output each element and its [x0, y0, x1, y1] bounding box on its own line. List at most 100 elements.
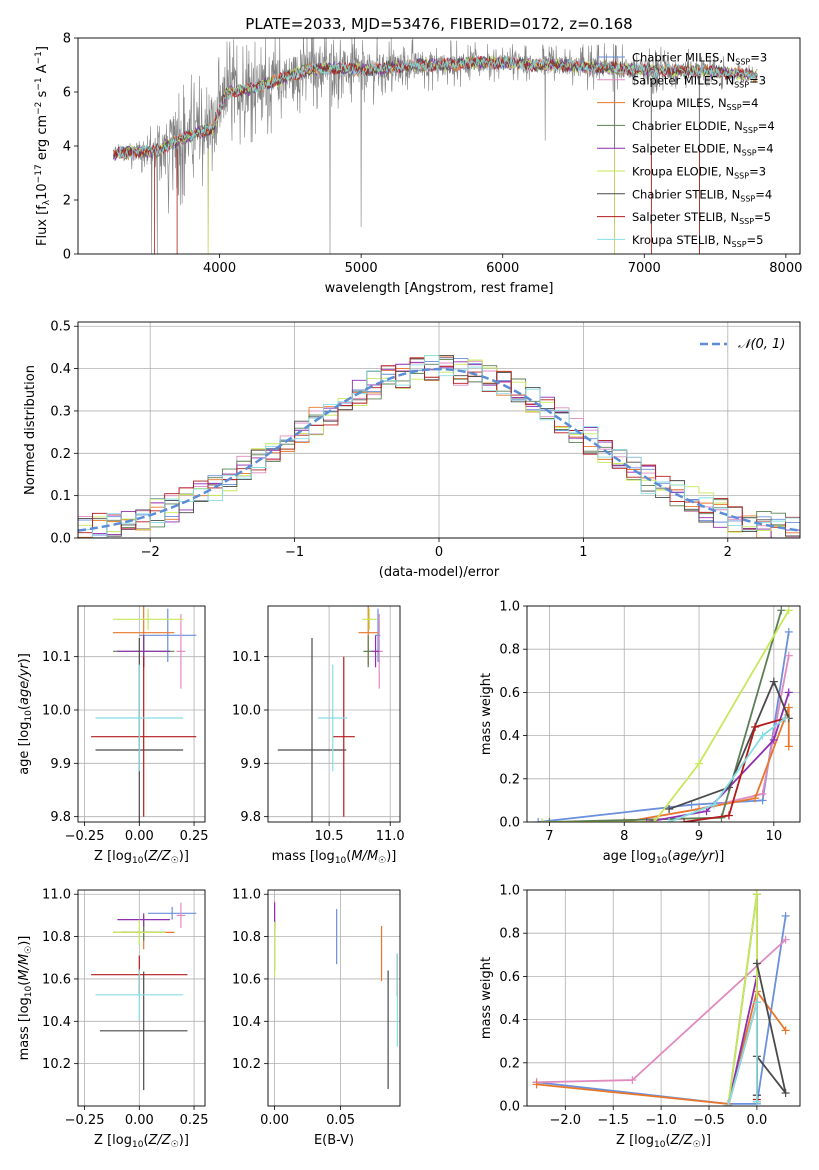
series-marker	[781, 714, 790, 723]
legend-entry: Chabrier MILES, NSSP=3	[632, 51, 767, 67]
series-marker	[777, 606, 786, 615]
error-bar-kroupa-elodie	[113, 919, 166, 946]
axes-frame	[77, 321, 801, 539]
y-tick-label: 10.0	[232, 704, 261, 719]
x-axis-label: Z [log10(Z/Z☉)]	[94, 1133, 189, 1150]
series-marker	[680, 818, 689, 822]
y-axis-label: mass weight	[479, 957, 494, 1039]
x-tick-label: 5000	[345, 261, 378, 276]
legend: Chabrier MILES, NSSP=3 Salpeter MILES, NS…	[597, 51, 775, 249]
y-tick-label: 10.2	[232, 1057, 261, 1072]
legend-entry: Kroupa MILES, NSSP=4	[632, 96, 758, 112]
panel-age_vs_Z: −0.25 0.00 0.25 9.8 9.9 10.0 10.1 Z [log10(Z/Z☉…	[17, 605, 209, 866]
y-tick-label: 10.8	[232, 930, 261, 945]
x-tick-label: 6000	[486, 261, 519, 276]
series-marker	[650, 818, 659, 822]
y-tick-label: 0.4	[499, 729, 520, 744]
plot-area	[91, 606, 197, 822]
grid	[268, 890, 400, 1106]
series-line	[668, 717, 786, 822]
error-bar-chabrier-miles	[139, 608, 197, 662]
series-marker	[751, 722, 760, 731]
y-tick-label: 8	[63, 32, 71, 47]
x-tick-label: 1	[579, 545, 587, 560]
legend-entry: Salpeter ELODIE, NSSP=4	[632, 142, 774, 158]
error-bar-salpeter-elodie	[371, 635, 380, 668]
x-tick-label: 0	[435, 545, 443, 560]
grid	[78, 606, 205, 822]
y-tick-label: 10.2	[42, 1057, 71, 1072]
y-tick-label: 0.6	[499, 686, 520, 701]
series-marker	[709, 800, 718, 809]
error-bar-salpeter-miles	[176, 902, 186, 929]
y-tick-label: 10.6	[42, 972, 71, 987]
panel-age_vs_mass: 10.5 11.0 9.8 9.9 10.0 10.1 mass [log10(M/M☉)]	[232, 605, 405, 866]
y-tick-label: 0.0	[499, 1100, 520, 1115]
x-tick-label: −1.0	[645, 1113, 677, 1128]
x-axis-label: Z [log10(Z/Z☉)]	[94, 849, 189, 866]
x-axis-label: Z [log10(Z/Z☉)]	[616, 1133, 711, 1150]
x-tick-label: 9	[695, 829, 703, 844]
error-bar-kroupa-stelib	[318, 664, 348, 772]
x-tick-label: 8000	[769, 261, 802, 276]
series-marker	[769, 735, 778, 744]
x-axis-label: age [log10(age/yr)]	[603, 849, 725, 866]
model-spectrum-kroupa-stelib	[113, 55, 758, 159]
y-axis-label: Flux [fλ10−17 erg cm−2 s−1 A−1]	[34, 46, 52, 246]
series-marker	[532, 1080, 541, 1089]
plot-area	[91, 902, 197, 1091]
panel-spectrum: 4000 5000 6000 7000 8000 0 2 4 6 8 PLATE=2033, MJD…	[34, 15, 802, 296]
y-tick-label: 0.8	[499, 927, 520, 942]
series-marker	[752, 1097, 761, 1106]
y-tick-label: 9.8	[240, 810, 261, 825]
y-tick-label: 9.8	[50, 810, 71, 825]
axes-frame	[77, 605, 206, 823]
y-tick-label: 0.0	[50, 532, 71, 547]
x-tick-label: 0.05	[326, 1113, 355, 1128]
axes-frame	[77, 37, 801, 255]
error-bar-chabrier-elodie	[363, 635, 374, 668]
error-bar-salpeter-elodie	[117, 913, 170, 926]
y-tick-label: 10.0	[42, 704, 71, 719]
x-tick-label: 7000	[628, 261, 661, 276]
series-line	[536, 989, 787, 1105]
plot-area	[534, 606, 793, 822]
legend: 𝒩(0, 1)	[700, 337, 785, 352]
y-tick-label: 10.4	[42, 1015, 71, 1030]
x-tick-label: −1	[285, 545, 304, 560]
grid	[268, 606, 400, 822]
series-marker	[687, 800, 696, 809]
panel-mass_vs_ebv: 0.00 0.05 10.2 10.4 10.6 10.8 11.0 E(B-V)	[232, 888, 401, 1148]
y-tick-label: 2	[63, 194, 71, 209]
y-tick-label: 0.3	[50, 404, 71, 419]
x-tick-label: 8	[620, 829, 628, 844]
series-line	[727, 1002, 758, 1106]
series-marker	[665, 805, 674, 814]
series-marker	[534, 818, 543, 822]
x-axis-label: wavelength [Angstrom, rest frame]	[325, 281, 554, 296]
x-tick-label: 0.00	[260, 1113, 289, 1128]
series-marker	[781, 1026, 790, 1035]
series-salpeter-miles	[620, 651, 793, 822]
series-line	[683, 717, 786, 822]
series-marker	[545, 818, 554, 822]
y-tick-label: 0.2	[499, 1056, 520, 1071]
axes-frame	[267, 889, 401, 1107]
error-bar-kroupa-elodie	[113, 608, 184, 630]
x-axis-label: E(B-V)	[314, 1133, 354, 1148]
grid	[527, 889, 800, 1107]
x-tick-label: −2.0	[550, 1113, 582, 1128]
error-bar-chabrier-stelib	[277, 638, 347, 822]
y-axis-label: mass weight	[479, 673, 494, 755]
series-kroupa-stelib	[665, 714, 790, 822]
series-marker	[781, 935, 790, 944]
axes-frame	[267, 605, 401, 823]
y-axis-label: Normed distribution	[23, 365, 38, 495]
y-tick-label: 4	[63, 140, 71, 155]
plot-area	[532, 890, 790, 1106]
y-tick-label: 0.6	[499, 970, 520, 985]
series-marker	[784, 651, 793, 660]
series-marker	[751, 794, 760, 803]
legend-entry: Kroupa STELIB, NSSP=5	[632, 233, 763, 249]
series-marker	[752, 959, 761, 968]
